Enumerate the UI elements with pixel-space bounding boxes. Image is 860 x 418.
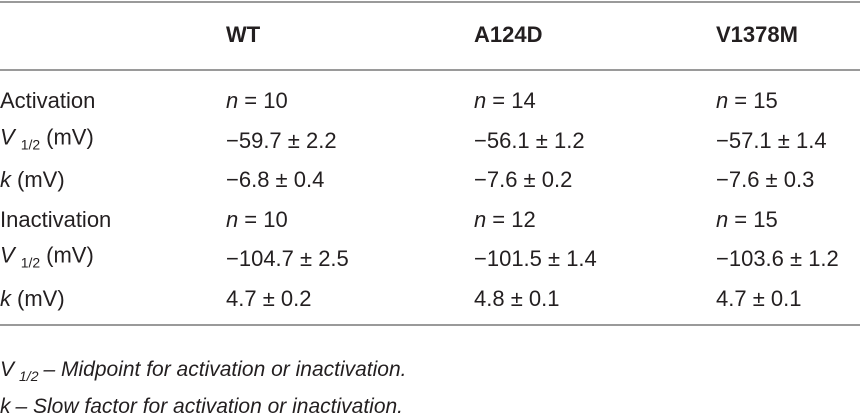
bottom-rule xyxy=(0,324,860,326)
text: = 14 xyxy=(492,88,536,113)
text: = 10 xyxy=(244,88,288,113)
table-cell: n = 15 xyxy=(716,87,778,115)
footnote: k – Slow factor for activation or inactiv… xyxy=(0,393,403,418)
symbol: k xyxy=(0,395,11,418)
symbol: n xyxy=(474,88,487,113)
table-cell: −6.8 ± 0.4 xyxy=(226,166,324,194)
text: −7.6 ± 0.3 xyxy=(716,167,815,193)
text: Activation xyxy=(0,88,96,113)
symbol: n xyxy=(716,88,729,113)
text: = 15 xyxy=(734,206,778,232)
symbol: V xyxy=(0,242,15,268)
table-cell: −7.6 ± 0.3 xyxy=(716,166,814,194)
text: – Slow factor for activation or inactiva… xyxy=(15,395,404,418)
table-cell: n = 10 xyxy=(226,87,288,115)
text: (mV) xyxy=(17,167,65,193)
text: = 15 xyxy=(734,88,778,113)
subscript: 1/2 xyxy=(20,136,41,153)
text: = 12 xyxy=(492,206,536,232)
text: Inactivation xyxy=(0,206,112,232)
text: −56.1 ± 1.2 xyxy=(474,127,585,153)
text: (mV) xyxy=(46,124,94,150)
footnote: V 1/2– Midpoint for activation or inactiv… xyxy=(0,356,407,390)
text: 4.7 ± 0.1 xyxy=(716,286,802,311)
symbol: n xyxy=(474,206,487,232)
table-cell: 4.8 ± 0.1 xyxy=(474,285,559,313)
subscript: 1/2 xyxy=(19,368,39,384)
text: −103.6 ± 1.2 xyxy=(716,246,839,272)
text: = 10 xyxy=(244,206,288,232)
table-cell: −7.6 ± 0.2 xyxy=(474,166,572,194)
subscript: 1/2 xyxy=(20,254,41,271)
table-cell: n = 14 xyxy=(474,87,536,115)
text: (mV) xyxy=(17,286,65,311)
column-header: V1378M xyxy=(716,22,798,47)
row-label: Activation xyxy=(0,87,95,115)
symbol: k xyxy=(0,286,11,311)
table-cell: n = 10 xyxy=(226,206,288,234)
table-cell: −104.7 ± 2.5 xyxy=(226,245,349,273)
top-rule xyxy=(0,1,860,3)
table-cell: n = 15 xyxy=(716,206,778,234)
header-rule xyxy=(0,69,860,71)
row-label: Inactivation xyxy=(0,206,111,234)
table-cell: −56.1 ± 1.2 xyxy=(474,127,585,155)
column-header: A124D xyxy=(474,22,543,47)
text: 4.8 ± 0.1 xyxy=(474,286,560,311)
text: −6.8 ± 0.4 xyxy=(226,167,325,193)
symbol: n xyxy=(226,88,239,113)
table-cell: −103.6 ± 1.2 xyxy=(716,245,839,273)
table-cell: 4.7 ± 0.2 xyxy=(226,285,311,313)
row-label: V 1/2 (mV) xyxy=(0,242,94,277)
symbol: n xyxy=(716,206,729,232)
symbol: n xyxy=(226,206,239,232)
table-cell: n = 12 xyxy=(474,206,536,234)
text: (mV) xyxy=(46,242,94,268)
table-cell: 4.7 ± 0.1 xyxy=(716,285,801,313)
text: −57.1 ± 1.4 xyxy=(716,127,827,153)
symbol: k xyxy=(0,167,11,193)
text: −104.7 ± 2.5 xyxy=(226,246,349,272)
text: −7.6 ± 0.2 xyxy=(474,167,573,193)
text: 4.7 ± 0.2 xyxy=(226,286,312,311)
table-cell: −57.1 ± 1.4 xyxy=(716,127,827,155)
row-label: k (mV) xyxy=(0,285,65,313)
text: – Midpoint for activation or inactivatio… xyxy=(43,358,407,381)
text: −101.5 ± 1.4 xyxy=(474,246,597,272)
row-label: k (mV) xyxy=(0,166,65,194)
table-cell: −101.5 ± 1.4 xyxy=(474,245,597,273)
symbol: V xyxy=(0,124,15,150)
column-header: WT xyxy=(226,22,261,47)
text: −59.7 ± 2.2 xyxy=(226,127,337,153)
symbol: V xyxy=(0,358,15,381)
table-cell: −59.7 ± 2.2 xyxy=(226,127,337,155)
row-label: V 1/2 (mV) xyxy=(0,123,94,158)
